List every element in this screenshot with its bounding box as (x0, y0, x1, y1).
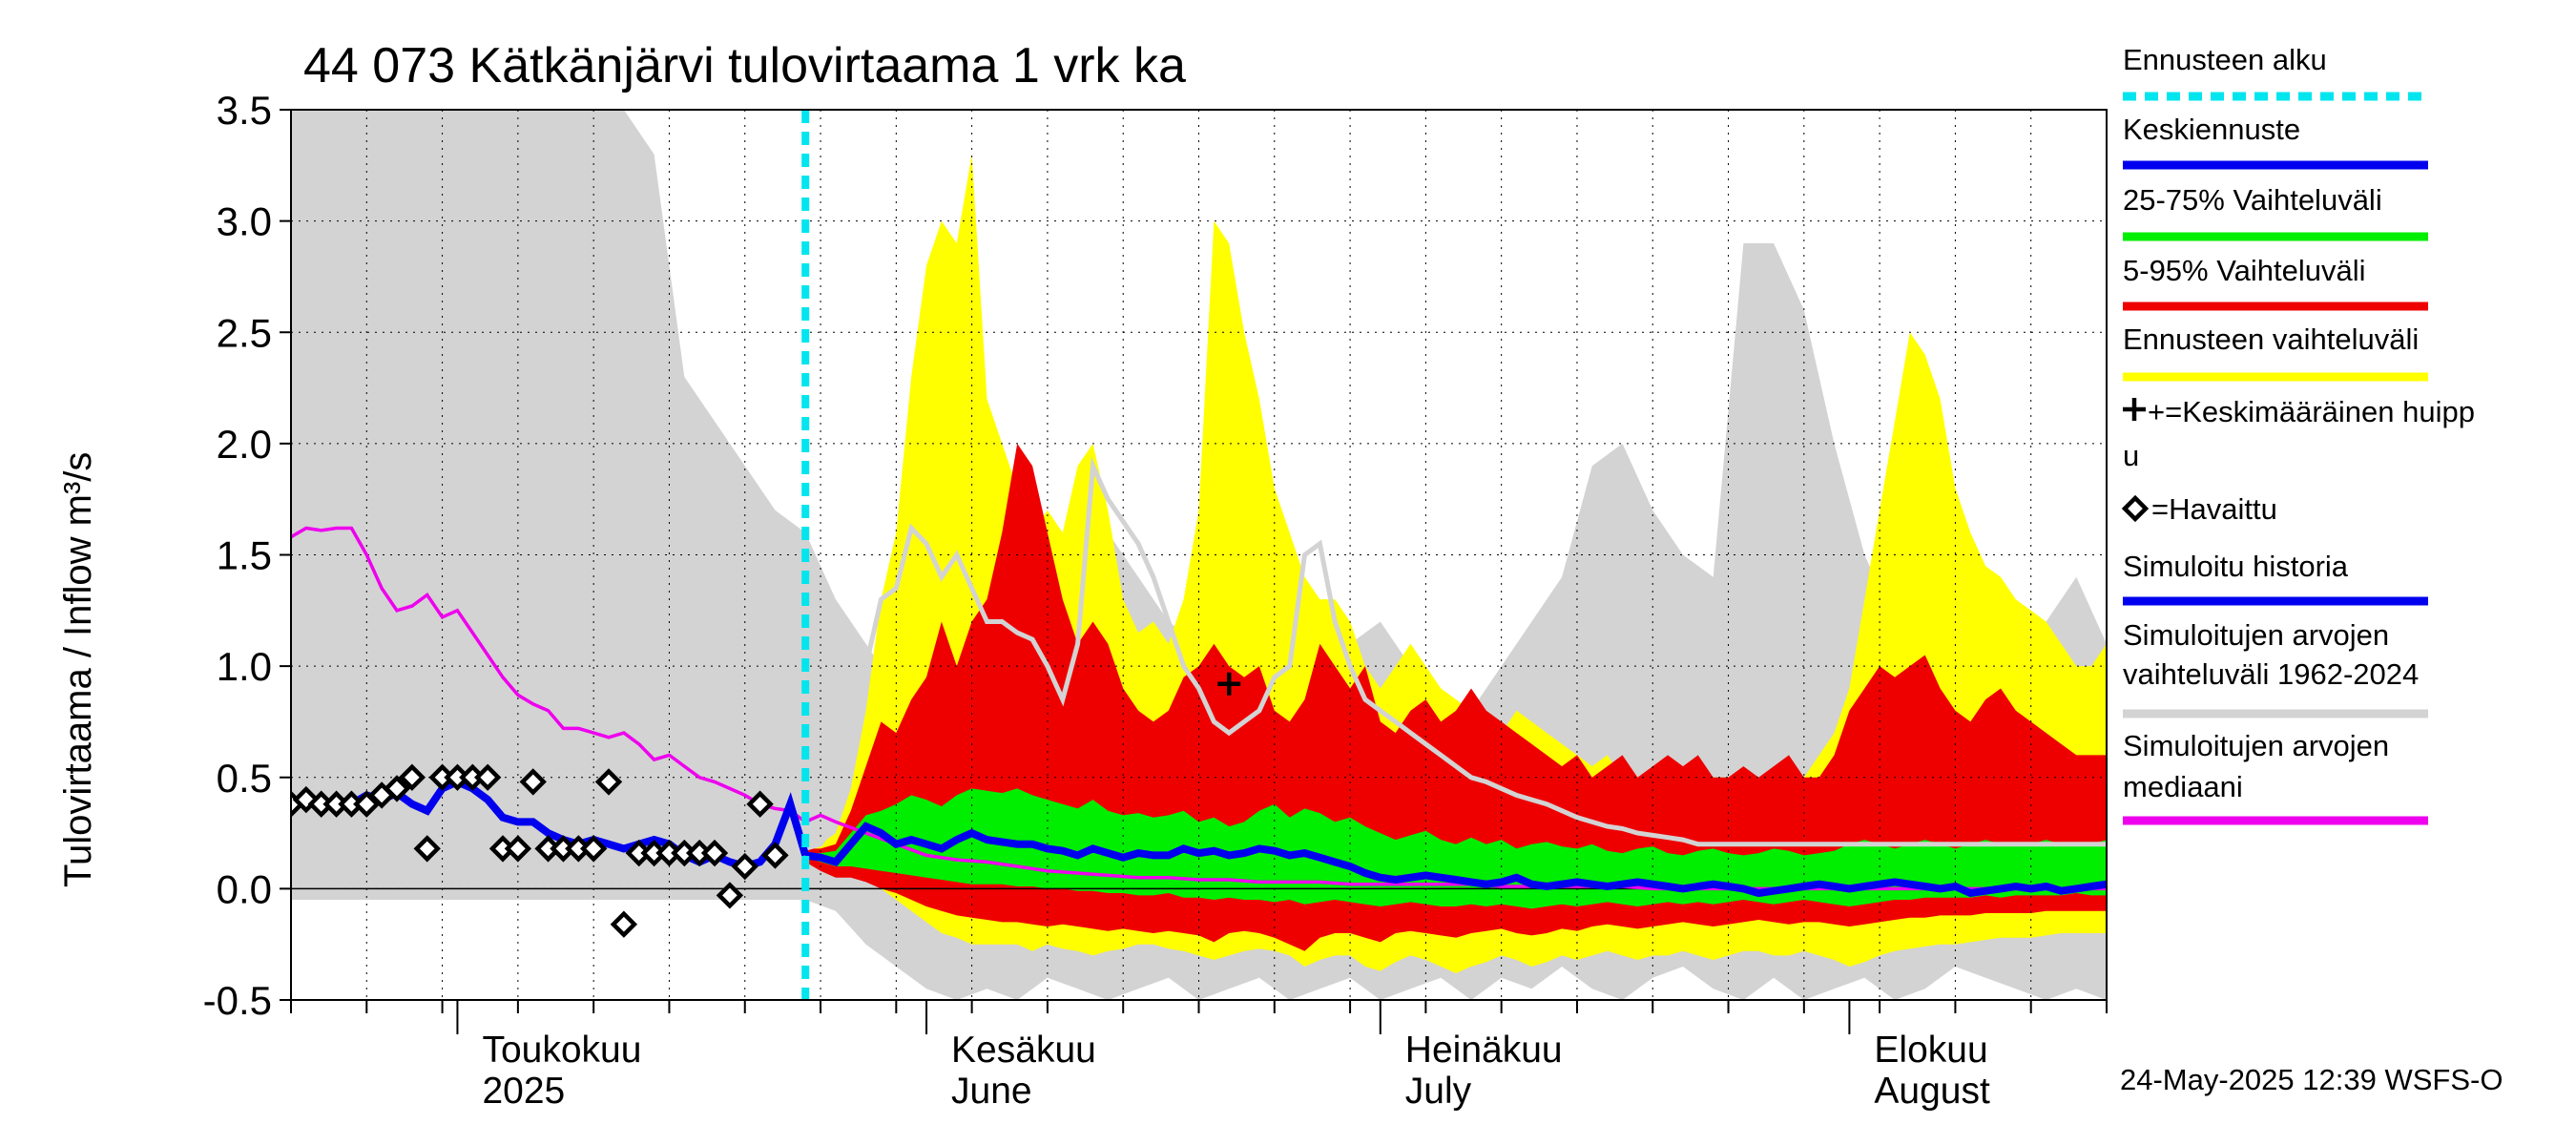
observed-point (579, 835, 608, 863)
y-tick-label: 2.5 (217, 310, 272, 355)
observed-point (731, 852, 758, 881)
legend-label-line2: vaihteluväli 1962-2024 (2123, 657, 2419, 691)
observed-point (746, 790, 774, 818)
y-tick-label: 1.5 (217, 533, 272, 578)
y-tick-label: 1.0 (217, 644, 272, 689)
legend-label: Simuloitujen arvojen (2123, 729, 2389, 762)
observed-point (413, 835, 441, 863)
legend-label: =Havaittu (2151, 492, 2277, 526)
legend-label: Simuloitujen arvojen (2123, 618, 2389, 652)
legend-label-line2: u (2123, 439, 2139, 472)
observed-point (398, 763, 426, 791)
legend-label: 25-75% Vaihteluväli (2123, 183, 2382, 217)
observed-point (353, 790, 381, 818)
observed-point (700, 839, 729, 867)
observed-point (716, 882, 744, 909)
month-sublabel: 2025 (482, 1071, 565, 1112)
observed-point (594, 768, 623, 796)
month-label: Toukokuu (482, 1030, 641, 1071)
legend: Ennusteen alku Keskiennuste 25-75% Vaihtel… (2121, 43, 2475, 825)
month-sublabel: June (951, 1071, 1032, 1112)
y-tick-label: 3.5 (217, 88, 272, 133)
legend-label: Simuloitu historia (2123, 550, 2349, 583)
y-tick-label: 3.0 (217, 199, 272, 244)
mean-peak-marker (1217, 672, 1241, 696)
month-label: Kesäkuu (951, 1030, 1096, 1071)
y-tick-label: -0.5 (203, 978, 272, 1023)
observed-point (504, 835, 532, 863)
legend-label: 5-95% Vaihteluväli (2123, 254, 2365, 287)
month-label: Heinäkuu (1405, 1030, 1563, 1071)
month-label: Elokuu (1874, 1030, 1987, 1071)
legend-label: Ennusteen alku (2123, 43, 2327, 76)
y-axis-label: Tulovirtaama / Inflow m³/s (57, 452, 99, 887)
band-25-75 (805, 788, 2107, 909)
chart-title: 44 073 Kätkänjärvi tulovirtaama 1 vrk ka (303, 38, 1186, 94)
observed-point (473, 763, 502, 791)
plot-content (291, 110, 2107, 1000)
axes: -0.5 0.0 0.5 1.0 1.5 2.0 2.5 3.0 3.5 Toukokuu2025… (203, 88, 2108, 1112)
legend-label: +=Keskimääräinen huipp (2148, 395, 2475, 428)
plot-area (291, 110, 2107, 1000)
month-sublabel: July (1405, 1071, 1472, 1112)
simulated-median-line (291, 526, 2107, 891)
legend-label: Ennusteen vaihteluväli (2123, 323, 2419, 356)
legend-label-line2: mediaani (2123, 770, 2243, 803)
footer-timestamp: 24-May-2025 12:39 WSFS-O (2120, 1063, 2503, 1096)
observed-point (610, 910, 638, 938)
mean-forecast-line (804, 822, 2107, 898)
y-tick-label: 2.0 (217, 422, 272, 467)
simulated-median-forecast-line (804, 456, 2107, 851)
legend-diamond-marker (2121, 494, 2150, 523)
observed-point (383, 775, 411, 802)
month-sublabel: August (1874, 1071, 1990, 1112)
observed-point (519, 768, 547, 796)
y-tick-label: 0.0 (217, 866, 272, 911)
legend-plus-marker (2123, 398, 2146, 421)
legend-label: Keskiennuste (2123, 113, 2300, 146)
observed-point (761, 842, 789, 869)
y-tick-label: 0.5 (217, 756, 272, 801)
